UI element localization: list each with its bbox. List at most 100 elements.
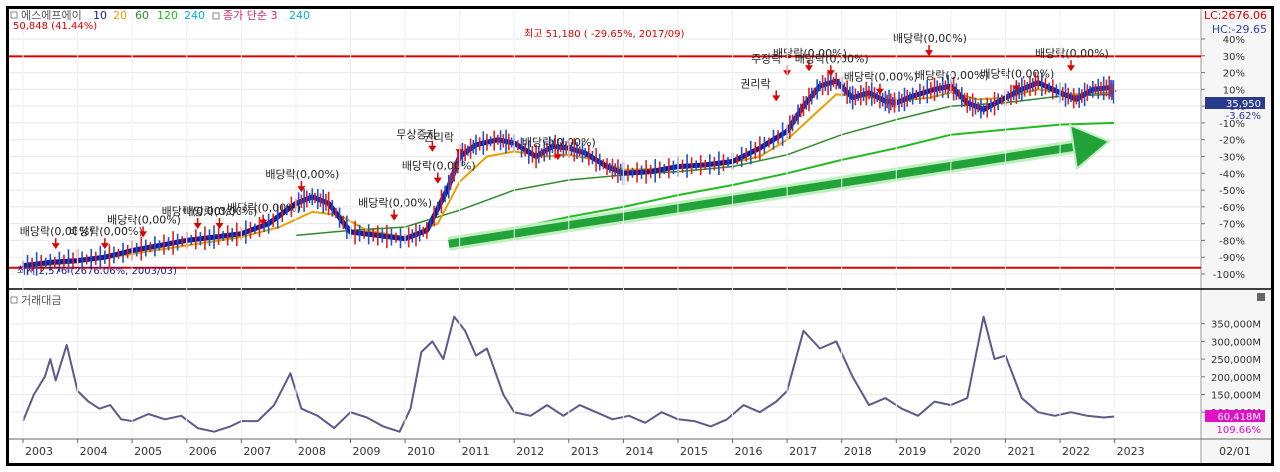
price-tick-label: -90% — [1219, 253, 1245, 264]
price-tick-label: -10% — [1219, 119, 1245, 130]
price-tick-label: -70% — [1219, 220, 1245, 231]
price-pct-text: -3.62% — [1226, 111, 1261, 122]
event-label: 배당락(0,00%) — [402, 160, 476, 173]
volume-pct-text: 109.66% — [1217, 425, 1262, 436]
lc-label: LC:2676.06 — [1204, 9, 1267, 22]
event-label: 배당락(0,00%) — [69, 225, 143, 238]
event-arrow-head — [925, 50, 934, 57]
event-arrow-head — [772, 95, 781, 102]
x-tick-label: 2012 — [516, 445, 544, 458]
volume-ma-period: 240 — [289, 9, 310, 22]
ma-label-120: 120 — [157, 9, 178, 22]
volume-grid — [9, 323, 1201, 413]
event-arrow-head — [51, 243, 60, 250]
x-tick-label: 2003 — [25, 445, 53, 458]
x-tick-label: 2014 — [625, 445, 653, 458]
x-tick-label: 2021 — [1007, 445, 1035, 458]
x-tick-label: 2005 — [134, 445, 162, 458]
ma-label-10: 10 — [93, 9, 107, 22]
event-label: 권리락 — [740, 77, 770, 90]
price-tick-label: 10% — [1223, 85, 1245, 96]
panel-toggle-icon[interactable] — [10, 11, 18, 19]
event-arrow-head — [139, 231, 148, 238]
event-arrow-head — [875, 88, 884, 95]
price-tick-label: -20% — [1219, 136, 1245, 147]
x-tick-label: 2009 — [352, 445, 380, 458]
price-tick-label: 40% — [1223, 35, 1245, 46]
x-tick-label: 2004 — [80, 445, 108, 458]
price-tick-label: -100% — [1213, 270, 1245, 281]
trend-arrow-head — [1068, 123, 1112, 171]
event-label: 배당락(0,00%) — [522, 136, 596, 149]
event-label: 권리락 — [424, 131, 454, 144]
event-label: 배당락(0,00%) — [915, 69, 989, 82]
price-tick-label: 20% — [1223, 69, 1245, 80]
event-arrow-head — [259, 219, 268, 226]
trend-arrow-layer — [447, 123, 1112, 251]
event-arrow-head — [826, 70, 835, 77]
volume-tick-label: 250,000M — [1211, 355, 1261, 366]
x-tick-label: 2019 — [898, 445, 926, 458]
volume-panel-title: 거래대금 — [21, 294, 61, 307]
price-tick-label: -30% — [1219, 153, 1245, 164]
event-label: 배당락(0,00%) — [227, 202, 301, 215]
event-arrow-head — [428, 145, 437, 152]
x-tick-label: 2013 — [571, 445, 599, 458]
event-label: 배당락(0,00%) — [844, 71, 918, 84]
volume-tick-label: 350,000M — [1211, 320, 1261, 331]
price-tick-label: -40% — [1219, 169, 1245, 180]
x-tick-label: 2022 — [1062, 445, 1090, 458]
event-label: 배당락(0,00%) — [358, 197, 432, 210]
event-arrow-head — [297, 186, 306, 193]
indicator-toggle-icon[interactable] — [212, 12, 220, 20]
event-arrow-head — [193, 223, 202, 229]
x-tick-label: 2015 — [680, 445, 708, 458]
x-tick-label: 2008 — [298, 445, 326, 458]
price-tick-label: -50% — [1219, 186, 1245, 197]
event-label: 배당락(0,00%) — [107, 213, 181, 226]
x-tick-label: 2018 — [844, 445, 872, 458]
event-label: 배당락(0,00%) — [795, 52, 869, 65]
date-corner-label: 02/01 — [1219, 445, 1251, 458]
event-label: 배당락(0,00%) — [265, 168, 339, 181]
volume-badge — [1205, 410, 1265, 422]
volume-badge-text: 60,418M — [1217, 412, 1261, 423]
ma-label-240: 240 — [184, 9, 205, 22]
ma-label-20: 20 — [113, 9, 127, 22]
low-label: 최저 2,576 (2676.06%, 2003/03) — [17, 265, 177, 277]
price-tick-label: -80% — [1219, 236, 1245, 247]
event-markers: 배당락(0,00%)배당락(0,00%)배당락(0,00%)배당락(0,00%)… — [20, 32, 1109, 250]
x-tick-label: 2006 — [189, 445, 217, 458]
event-arrow-head — [804, 65, 813, 72]
stock-chart: 배당락(0,00%)배당락(0,00%)배당락(0,00%)배당락(0,00%)… — [9, 9, 1271, 463]
volume-tick-label: 150,000M — [1211, 391, 1261, 402]
event-arrow-head — [100, 243, 109, 250]
stock-title: 에스에프에이 — [21, 9, 82, 22]
x-tick-label: 2011 — [462, 445, 490, 458]
volume-panel-toggle-icon[interactable] — [10, 296, 18, 304]
volume-tick-label: 300,000M — [1211, 337, 1261, 348]
x-tick-label: 2016 — [735, 445, 763, 458]
reference-lines — [9, 55, 1201, 269]
hc-label: HC:-29.65 — [1212, 23, 1267, 36]
event-label: 배당락(0,00%) — [893, 32, 967, 45]
price-badge — [1205, 97, 1265, 109]
panel-menu-icon[interactable] — [1257, 293, 1265, 301]
event-label: 배당락(0,00%) — [980, 67, 1054, 80]
volume-ma-label: 종가 단순 3 — [223, 9, 277, 22]
price-badge-text: 35,950 — [1226, 99, 1261, 110]
event-arrow-head — [1066, 65, 1075, 72]
event-arrow-head — [390, 214, 399, 221]
event-arrow-head — [433, 177, 442, 184]
x-tick-label: 2007 — [243, 445, 271, 458]
event-arrow-head — [553, 154, 562, 161]
x-tick-label: 2023 — [1117, 445, 1145, 458]
event-label: 배당락(0,00%) — [20, 225, 94, 238]
event-arrow-head — [1012, 85, 1021, 92]
x-tick-label: 2017 — [789, 445, 817, 458]
price-series-group — [22, 71, 1117, 276]
peak-label: 최고 51,180 ( -29.65%, 2017/09) — [524, 28, 684, 40]
x-tick-label: 2020 — [953, 445, 981, 458]
volume-tick-label: 200,000M — [1211, 373, 1261, 384]
event-label: 무상증자 — [396, 128, 436, 141]
